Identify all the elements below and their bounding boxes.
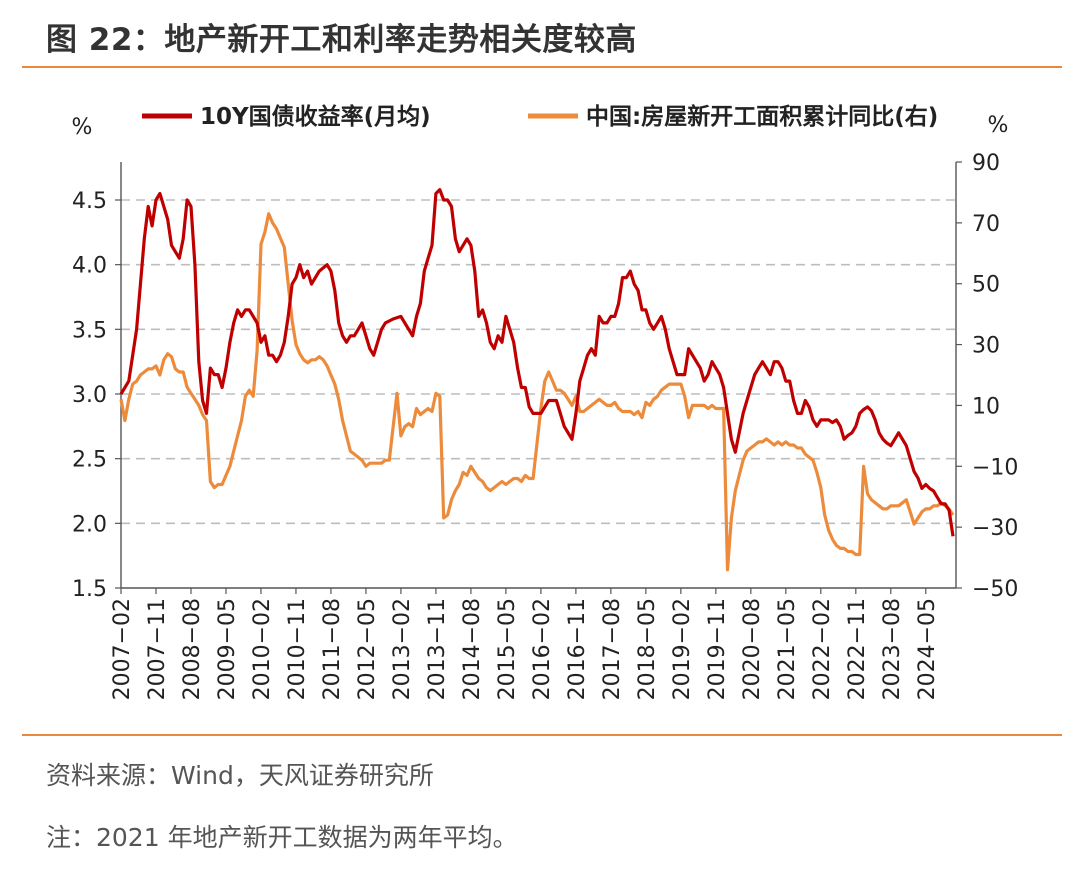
top-divider: [22, 66, 1062, 68]
legend: 10Y国债收益率(月均) 中国:房屋新开工面积累计同比(右): [142, 103, 938, 130]
x-tick-label: 2015−05: [495, 598, 520, 700]
right-tick-label: 70: [972, 212, 1000, 237]
right-tick-label: −10: [972, 455, 1018, 480]
figure-title: 图 22：地产新开工和利率走势相关度较高: [46, 22, 637, 58]
x-axis-ticks: 2007−02 2007−11 2008−08 2009−05 2010−02 2010−…: [110, 598, 940, 700]
x-tick-label: 2019−02: [670, 598, 695, 700]
left-axis-ticks: 4.5 4.0 3.5 3.0 2.5 2.0 1.5: [72, 189, 107, 602]
housing-starts-line: [119, 212, 955, 572]
legend-label-housing-starts: 中国:房屋新开工面积累计同比(右): [586, 103, 938, 130]
x-tick-label: 2022−11: [845, 598, 870, 700]
left-tick-label: 2.0: [72, 512, 107, 537]
axes: [115, 161, 962, 594]
source-note: 资料来源：Wind，天风证券研究所: [46, 761, 434, 790]
left-tick-label: 4.0: [72, 254, 107, 279]
left-tick-label: 3.5: [72, 318, 107, 343]
x-tick-label: 2021−05: [775, 598, 800, 700]
line-chart: 4.5 4.0 3.5 3.0 2.5 2.0 1.5 90 70 50 30 10 −10 −30 −5…: [72, 103, 1019, 700]
left-tick-label: 2.5: [72, 448, 107, 473]
left-tick-label: 4.5: [72, 189, 107, 214]
x-tick-label: 2007−02: [110, 598, 135, 700]
right-tick-label: 10: [972, 394, 1000, 419]
left-tick-label: 3.0: [72, 383, 107, 408]
x-tick-label: 2010−11: [285, 598, 310, 700]
bottom-divider: [22, 734, 1062, 736]
legend-label-bond-yield: 10Y国债收益率(月均): [200, 103, 431, 130]
right-axis-ticks: 90 70 50 30 10 −10 −30 −50: [972, 151, 1018, 602]
x-tick-label: 2008−08: [180, 598, 205, 700]
x-tick-label: 2016−02: [530, 598, 555, 700]
series-lines: [119, 188, 955, 572]
x-tick-label: 2019−11: [705, 598, 730, 700]
x-tick-label: 2011−08: [320, 598, 345, 700]
right-tick-label: 30: [972, 334, 1000, 359]
x-tick-label: 2009−05: [215, 598, 240, 700]
grid-lines: [121, 199, 956, 525]
right-tick-label: −30: [972, 516, 1018, 541]
footnote: 注：2021 年地产新开工数据为两年平均。: [46, 823, 518, 852]
x-tick-label: 2013−11: [425, 598, 450, 700]
x-tick-label: 2012−05: [355, 598, 380, 700]
x-tick-label: 2018−05: [635, 598, 660, 700]
bond-yield-line: [119, 188, 955, 537]
x-tick-label: 2016−11: [565, 598, 590, 700]
x-tick-label: 2024−05: [915, 598, 940, 700]
x-tick-label: 2022−02: [810, 598, 835, 700]
x-tick-label: 2007−11: [145, 598, 170, 700]
x-tick-label: 2017−08: [600, 598, 625, 700]
x-tick-label: 2013−02: [390, 598, 415, 700]
right-tick-label: 50: [972, 273, 1000, 298]
x-tick-label: 2023−08: [880, 598, 905, 700]
x-tick-label: 2020−08: [740, 598, 765, 700]
x-tick-label: 2010−02: [250, 598, 275, 700]
right-axis-unit: %: [988, 113, 1009, 138]
right-tick-label: 90: [972, 151, 1000, 176]
x-tick-label: 2014−08: [460, 598, 485, 700]
left-tick-label: 1.5: [72, 577, 107, 602]
right-tick-label: −50: [972, 577, 1018, 602]
left-axis-unit: %: [72, 115, 93, 140]
